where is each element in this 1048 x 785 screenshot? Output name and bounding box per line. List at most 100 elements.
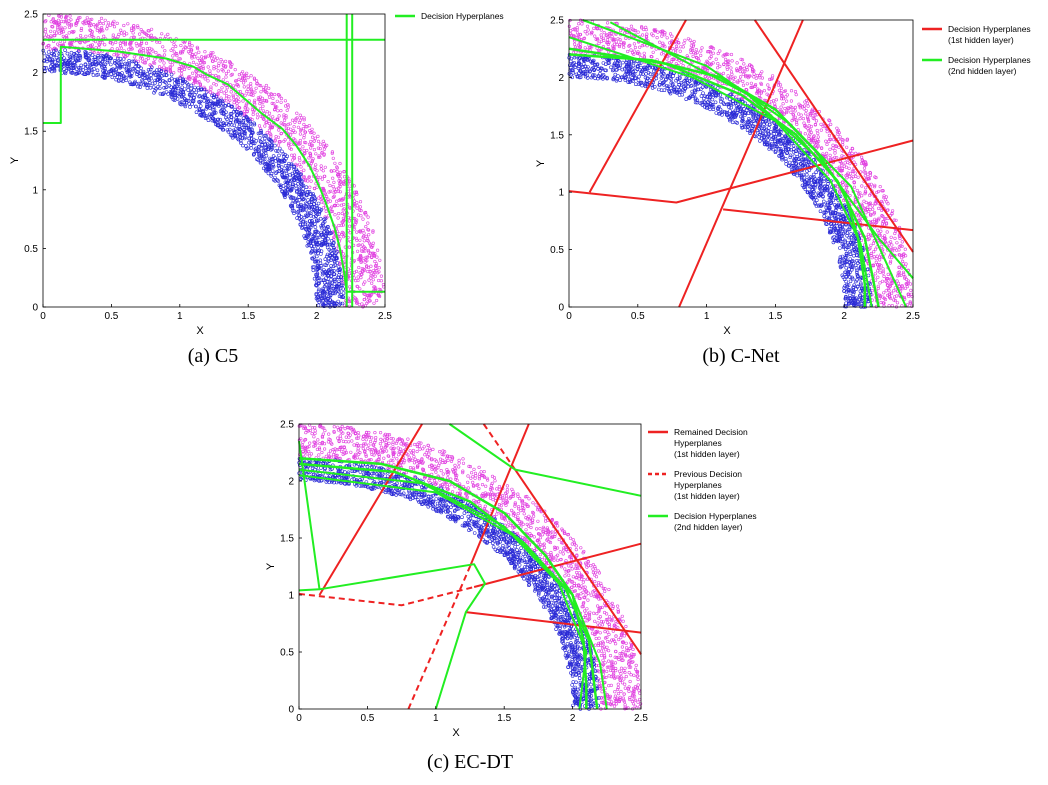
x-tick-label: 2.5 <box>378 311 392 322</box>
outer-point <box>310 180 313 183</box>
outer-point <box>215 74 218 77</box>
outer-point <box>606 22 609 25</box>
outer-point <box>244 94 247 97</box>
outer-point <box>261 97 264 100</box>
legend-label: Decision Hyperplanes <box>421 11 504 21</box>
inner-point <box>47 51 50 54</box>
outer-point <box>717 52 720 55</box>
inner-point <box>195 111 198 114</box>
outer-point <box>289 128 292 131</box>
outer-point <box>573 43 576 46</box>
outer-point <box>319 195 322 198</box>
outer-point <box>210 52 213 55</box>
outer-point <box>879 185 882 188</box>
outer-point <box>746 69 749 72</box>
outer-point <box>302 146 305 149</box>
outer-point <box>377 279 380 282</box>
y-tick-label: 1 <box>32 185 38 196</box>
outer-point <box>258 125 261 128</box>
outer-point <box>123 34 126 37</box>
outer-point <box>722 72 725 75</box>
outer-point <box>376 249 379 252</box>
outer-point <box>805 113 808 116</box>
outer-point <box>122 54 125 57</box>
outer-point <box>785 96 788 99</box>
outer-point <box>259 107 262 110</box>
outer-point <box>341 212 344 215</box>
inner-point <box>805 173 808 176</box>
outer-point <box>832 144 835 147</box>
inner-point <box>325 255 328 258</box>
outer-point <box>780 106 783 109</box>
inner-point <box>170 73 173 76</box>
outer-point <box>878 259 881 262</box>
outer-point <box>743 63 746 66</box>
outer-point <box>273 93 276 96</box>
inner-point <box>263 137 266 140</box>
outer-point <box>158 41 161 44</box>
outer-point <box>615 41 618 44</box>
outer-point <box>724 58 727 61</box>
outer-point <box>64 27 67 30</box>
outer-point <box>845 146 848 149</box>
outer-point <box>849 173 852 176</box>
inner-point <box>295 184 298 187</box>
outer-point <box>672 47 675 50</box>
outer-point <box>336 170 339 173</box>
outer-point <box>103 44 106 47</box>
outer-point <box>325 210 328 213</box>
outer-point <box>891 210 894 213</box>
outer-point <box>226 86 229 89</box>
outer-point <box>613 43 616 46</box>
outer-point <box>123 31 126 34</box>
outer-point <box>271 93 274 96</box>
outer-point <box>584 47 587 50</box>
outer-point <box>658 41 661 44</box>
outer-point <box>191 72 194 75</box>
outer-point <box>656 36 659 39</box>
outer-point <box>375 299 378 302</box>
x-tick-label: 0 <box>40 311 46 322</box>
inner-point <box>841 255 844 258</box>
x-tick-label: 1.5 <box>241 311 255 322</box>
inner-point <box>273 144 276 147</box>
outer-point <box>193 56 196 59</box>
outer-point <box>633 43 636 46</box>
outer-point <box>887 273 890 276</box>
outer-point <box>804 132 807 135</box>
outer-point <box>188 43 191 46</box>
outer-point <box>243 110 246 113</box>
outer-point <box>790 100 793 103</box>
outer-point <box>886 231 889 234</box>
outer-point <box>335 200 338 203</box>
outer-point <box>280 97 283 100</box>
inner-point <box>819 210 822 213</box>
inner-point <box>191 103 194 106</box>
outer-point <box>267 87 270 90</box>
outer-point <box>606 38 609 41</box>
outer-point <box>319 143 322 146</box>
outer-point <box>290 143 293 146</box>
outer-point <box>68 32 71 35</box>
outer-point <box>638 46 641 49</box>
outer-point <box>701 47 704 50</box>
outer-point <box>260 91 263 94</box>
inner-point <box>270 174 273 177</box>
outer-point <box>322 140 325 143</box>
outer-point <box>262 86 265 89</box>
outer-point <box>250 85 253 88</box>
inner-point <box>62 68 65 71</box>
outer-point <box>870 254 873 257</box>
inner-point <box>318 213 321 216</box>
outer-point <box>359 239 362 242</box>
outer-point <box>854 175 857 178</box>
outer-point <box>280 109 283 112</box>
outer-point <box>860 194 863 197</box>
outer-point <box>361 244 364 247</box>
outer-point <box>743 70 746 73</box>
outer-point <box>272 97 275 100</box>
outer-point <box>256 113 259 116</box>
outer-point <box>719 50 722 53</box>
inner-point <box>128 63 131 66</box>
